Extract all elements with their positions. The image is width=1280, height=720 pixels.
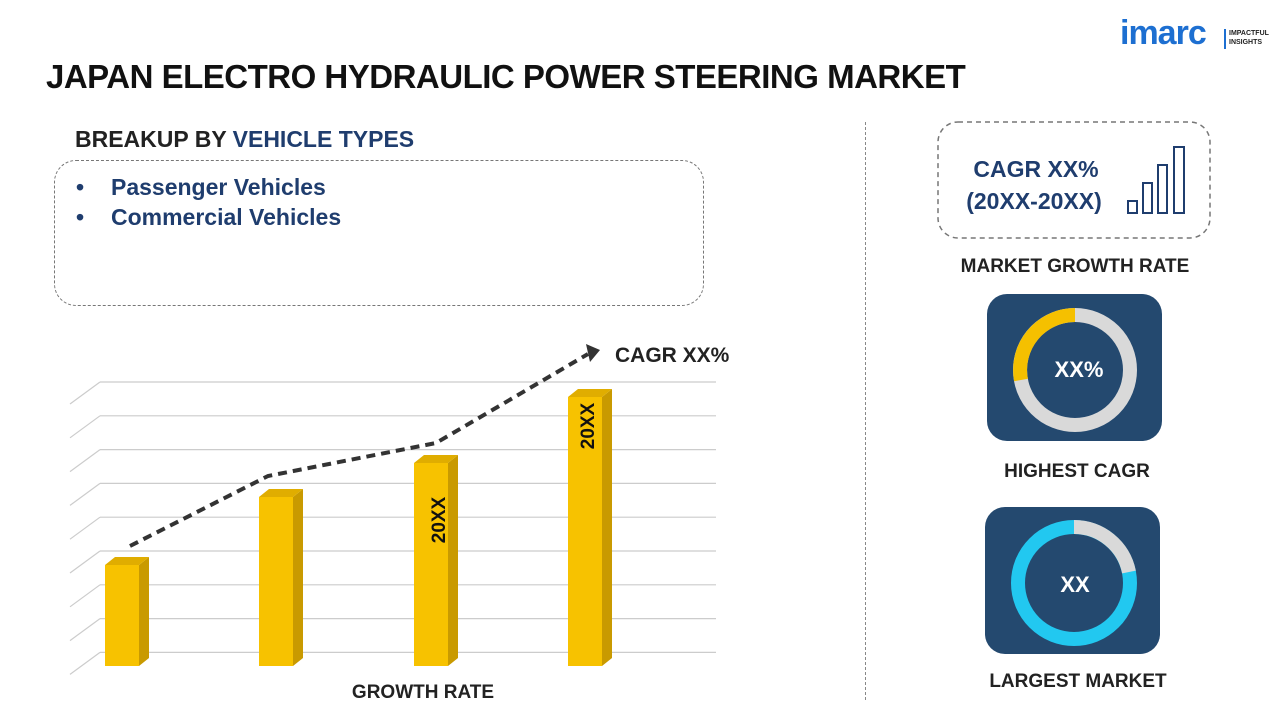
breakup-label: BREAKUP BY bbox=[75, 126, 227, 152]
grid-line bbox=[69, 584, 101, 608]
breakup-list: • Passenger Vehicles • Commercial Vehicles bbox=[76, 172, 341, 232]
divider bbox=[865, 122, 866, 700]
grid-line bbox=[69, 381, 101, 405]
donut-arc bbox=[1013, 308, 1076, 382]
trend-arrow bbox=[586, 344, 600, 362]
grid-line bbox=[69, 651, 101, 675]
breakup-item: • Commercial Vehicles bbox=[76, 204, 342, 230]
largest-value: XX bbox=[1060, 572, 1090, 597]
grid-line bbox=[69, 482, 101, 506]
growth-period: (20XX-20XX) bbox=[966, 188, 1102, 214]
growth-box bbox=[937, 121, 1211, 239]
logo-tagline-line: INSIGHTS bbox=[1229, 39, 1263, 46]
axis-label: GROWTH RATE bbox=[352, 682, 494, 703]
breakup-highlight: VEHICLE TYPES bbox=[232, 126, 415, 152]
grid-line bbox=[69, 618, 101, 642]
bar-top bbox=[414, 455, 458, 463]
logo-divider bbox=[1224, 29, 1226, 49]
trend-line bbox=[129, 352, 590, 548]
bar-label: 20XX bbox=[429, 496, 450, 543]
grid-line bbox=[69, 415, 101, 439]
breakup-item-text: Commercial Vehicles bbox=[111, 204, 342, 230]
growth-label: MARKET GROWTH RATE bbox=[961, 256, 1190, 277]
bar bbox=[105, 565, 139, 666]
breakup-item-text: Passenger Vehicles bbox=[111, 174, 326, 200]
bar-side bbox=[602, 389, 612, 666]
bar-side bbox=[448, 455, 458, 666]
breakup-box bbox=[54, 160, 704, 306]
highest-value: XX% bbox=[1055, 357, 1104, 382]
bar bbox=[568, 397, 602, 666]
logo: imarc bbox=[1120, 14, 1207, 52]
bar bbox=[414, 463, 448, 666]
chart-grid bbox=[69, 381, 716, 675]
logo-tagline-line: IMPACTFUL bbox=[1229, 30, 1269, 37]
growth-value: CAGR XX% bbox=[973, 156, 1098, 182]
bar-side bbox=[139, 557, 149, 666]
bar bbox=[259, 497, 293, 666]
logo-tagline: IMPACTFUL INSIGHTS bbox=[1229, 29, 1269, 47]
breakup-item: • Passenger Vehicles bbox=[76, 174, 326, 200]
grid-line bbox=[69, 516, 101, 540]
donut-arc bbox=[1073, 519, 1136, 574]
grid-line bbox=[69, 550, 101, 574]
grid-line bbox=[69, 449, 101, 473]
bar-top bbox=[568, 389, 612, 397]
bar-label: 20XX bbox=[578, 402, 599, 449]
breakup-heading: BREAKUP BY VEHICLE TYPES bbox=[75, 126, 414, 153]
highest-label: HIGHEST CAGR bbox=[1004, 461, 1150, 482]
growth-icon bbox=[1127, 146, 1185, 214]
bar-top bbox=[105, 557, 149, 565]
chart-bars bbox=[105, 389, 612, 666]
title: JAPAN ELECTRO HYDRAULIC POWER STEERING M… bbox=[46, 58, 966, 95]
largest-label: LARGEST MARKET bbox=[989, 671, 1167, 692]
bar-side bbox=[293, 489, 303, 666]
trend-label: CAGR XX% bbox=[615, 344, 730, 367]
bar-top bbox=[259, 489, 303, 497]
